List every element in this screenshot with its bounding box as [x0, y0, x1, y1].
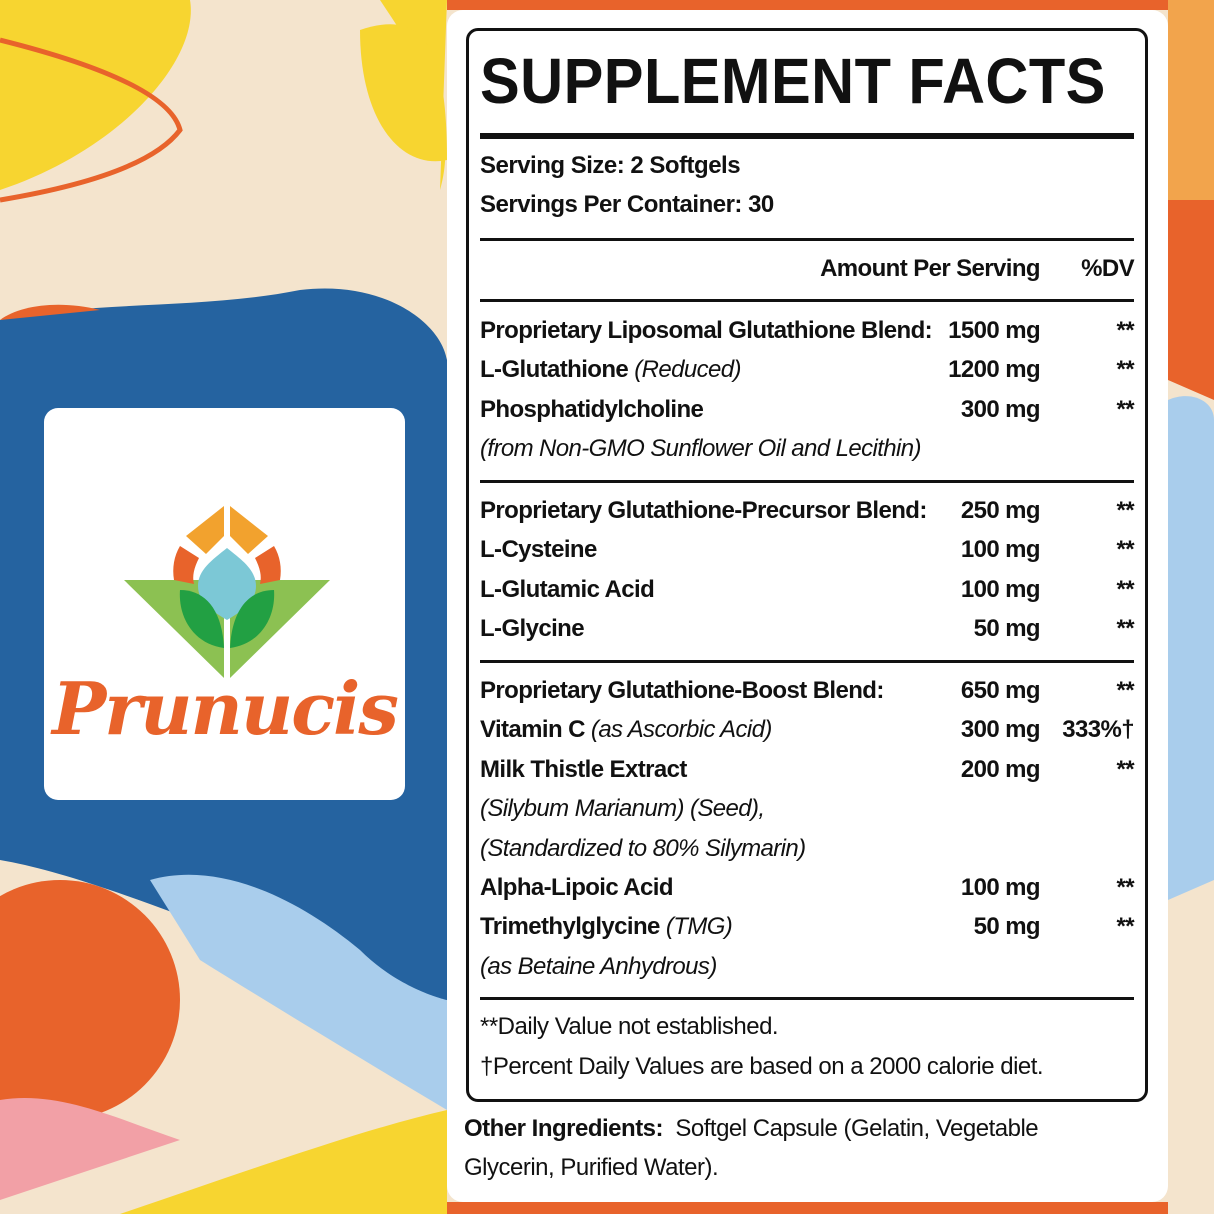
amount-header: Amount Per Serving: [820, 255, 1041, 282]
ingredient-amount: 300 mg: [960, 396, 1041, 423]
ingredient-dv: **: [1116, 913, 1135, 940]
footnote-daily-values: †Percent Daily Values are based on a 200…: [480, 1053, 1044, 1080]
ingredient-amount: 50 mg: [973, 913, 1041, 940]
ingredient-name: Phosphatidylcholine: [480, 395, 704, 425]
ingredient-dv: **: [1116, 874, 1135, 901]
ingredient-name-text: L-Glutamic Acid: [480, 576, 655, 603]
supplement-facts-panel: [447, 10, 1168, 1202]
divider: [480, 997, 1134, 1000]
dv-header: %DV: [1081, 255, 1134, 282]
ingredient-name-text: Trimethylglycine: [480, 913, 666, 940]
ingredient-name-text: Vitamin C: [480, 716, 591, 743]
ingredient-name-text: Proprietary Glutathione-Boost Blend:: [480, 677, 884, 704]
ingredient-amount: 200 mg: [960, 756, 1041, 783]
ingredient-amount: 1500 mg: [948, 317, 1040, 344]
ingredient-row: Proprietary Glutathione-Boost Blend: 650…: [480, 676, 1135, 706]
ingredient-row: (from Non-GMO Sunflower Oil and Lecithin…: [480, 434, 1134, 464]
ingredient-note: (Standardized to 80% Silymarin): [480, 835, 806, 862]
ingredient-note: (from Non-GMO Sunflower Oil and Lecithin…: [480, 435, 922, 462]
ingredient-dv: **: [1116, 677, 1135, 704]
ingredient-row: L-Glutathione (Reduced) 1200 mg **: [480, 355, 1135, 385]
ingredient-dv: **: [1116, 396, 1135, 423]
ingredient-qualifier: (Reduced): [634, 356, 741, 383]
ingredient-qualifier: (as Ascorbic Acid): [590, 716, 772, 743]
ingredient-name: L-Glutathione (Reduced): [480, 355, 742, 385]
column-header: Amount Per Serving %DV: [480, 254, 1135, 284]
other-ingredients: Other Ingredients: Softgel Capsule (Gela…: [464, 1115, 1039, 1143]
ingredient-name-text: Phosphatidylcholine: [480, 396, 704, 423]
ingredient-amount: 1200 mg: [948, 356, 1040, 383]
ingredient-amount: 100 mg: [960, 536, 1041, 563]
ingredient-name: L-Glutamic Acid: [480, 575, 655, 605]
ingredient-name: Alpha-Lipoic Acid: [480, 873, 674, 903]
brand-logo-card: Prunucis: [44, 408, 405, 800]
ingredient-dv: **: [1116, 497, 1135, 524]
ingredient-row: Proprietary Liposomal Glutathione Blend:…: [480, 316, 1135, 346]
ingredient-name: Milk Thistle Extract: [480, 755, 687, 785]
ingredient-row: (Standardized to 80% Silymarin): [480, 834, 1134, 864]
ingredient-amount: 100 mg: [960, 874, 1041, 901]
divider: [480, 480, 1134, 483]
ingredient-row: Proprietary Glutathione-Precursor Blend:…: [480, 496, 1135, 526]
ingredient-name-text: Proprietary Glutathione-Precursor Blend:: [480, 497, 927, 524]
footnote-dv-not-established: **Daily Value not established.: [480, 1013, 779, 1040]
ingredient-dv: **: [1116, 536, 1135, 563]
ingredient-name: Proprietary Glutathione-Boost Blend:: [480, 676, 884, 706]
ingredient-name-text: L-Glycine: [480, 615, 585, 642]
ingredient-row: (Silybum Marianum) (Seed),: [480, 794, 1134, 824]
ingredient-row: Alpha-Lipoic Acid 100 mg **: [480, 873, 1135, 903]
ingredient-row: L-Glutamic Acid 100 mg **: [480, 575, 1135, 605]
ingredient-amount: 650 mg: [960, 677, 1041, 704]
other-ingredients-line-2: Glycerin, Purified Water).: [464, 1154, 719, 1181]
ingredient-amount: 100 mg: [960, 576, 1041, 603]
brand-name: Prunucis: [52, 666, 399, 751]
ingredient-name: Proprietary Liposomal Glutathione Blend:: [480, 316, 933, 346]
ingredient-row: Vitamin C (as Ascorbic Acid) 300 mg 333%…: [480, 715, 1135, 745]
divider: [480, 660, 1134, 663]
divider: [480, 238, 1134, 241]
ingredient-name-text: Milk Thistle Extract: [480, 756, 687, 783]
divider: [480, 133, 1134, 139]
ingredient-row: L-Cysteine 100 mg **: [480, 535, 1135, 565]
ingredient-name-text: Alpha-Lipoic Acid: [480, 874, 674, 901]
servings-per-container: Servings Per Container: 30: [480, 191, 774, 218]
ingredient-row: Phosphatidylcholine 300 mg **: [480, 395, 1135, 425]
ingredient-dv: 333%†: [1062, 716, 1134, 743]
flower-logo-icon: [124, 506, 330, 678]
ingredient-name: Vitamin C (as Ascorbic Acid): [480, 715, 772, 745]
ingredient-amount: 50 mg: [973, 615, 1041, 642]
ingredient-name-text: L-Cysteine: [480, 536, 597, 563]
ingredient-amount: 250 mg: [960, 497, 1041, 524]
ingredient-dv: **: [1116, 317, 1135, 344]
ingredient-name-text: L-Glutathione: [480, 356, 635, 383]
ingredient-name-text: Proprietary Liposomal Glutathione Blend:: [480, 317, 933, 344]
ingredient-name: Trimethylglycine (TMG): [480, 912, 733, 942]
other-ingredients-label: Other Ingredients:: [464, 1115, 664, 1142]
ingredient-dv: **: [1116, 576, 1135, 603]
ingredient-amount: 300 mg: [960, 716, 1041, 743]
facts-title: SUPPLEMENT FACTS: [480, 45, 1106, 117]
ingredient-row: Trimethylglycine (TMG) 50 mg **: [480, 912, 1135, 942]
ingredient-name: L-Cysteine: [480, 535, 597, 565]
ingredient-name: Proprietary Glutathione-Precursor Blend:: [480, 496, 927, 526]
ingredient-qualifier: (TMG): [665, 913, 733, 940]
ingredient-row: Milk Thistle Extract 200 mg **: [480, 755, 1135, 785]
other-ingredients-line-1: Softgel Capsule (Gelatin, Vegetable: [675, 1115, 1039, 1142]
ingredient-row: (as Betaine Anhydrous): [480, 952, 1134, 982]
supplement-facts-box: [466, 28, 1148, 1102]
divider: [480, 299, 1134, 302]
serving-size: Serving Size: 2 Softgels: [480, 152, 741, 179]
ingredient-dv: **: [1116, 356, 1135, 383]
ingredient-dv: **: [1116, 615, 1135, 642]
ingredient-row: L-Glycine 50 mg **: [480, 614, 1135, 644]
ingredient-note: (as Betaine Anhydrous): [480, 953, 717, 980]
ingredient-dv: **: [1116, 756, 1135, 783]
ingredient-name: L-Glycine: [480, 614, 585, 644]
ingredient-note: (Silybum Marianum) (Seed),: [480, 795, 765, 822]
